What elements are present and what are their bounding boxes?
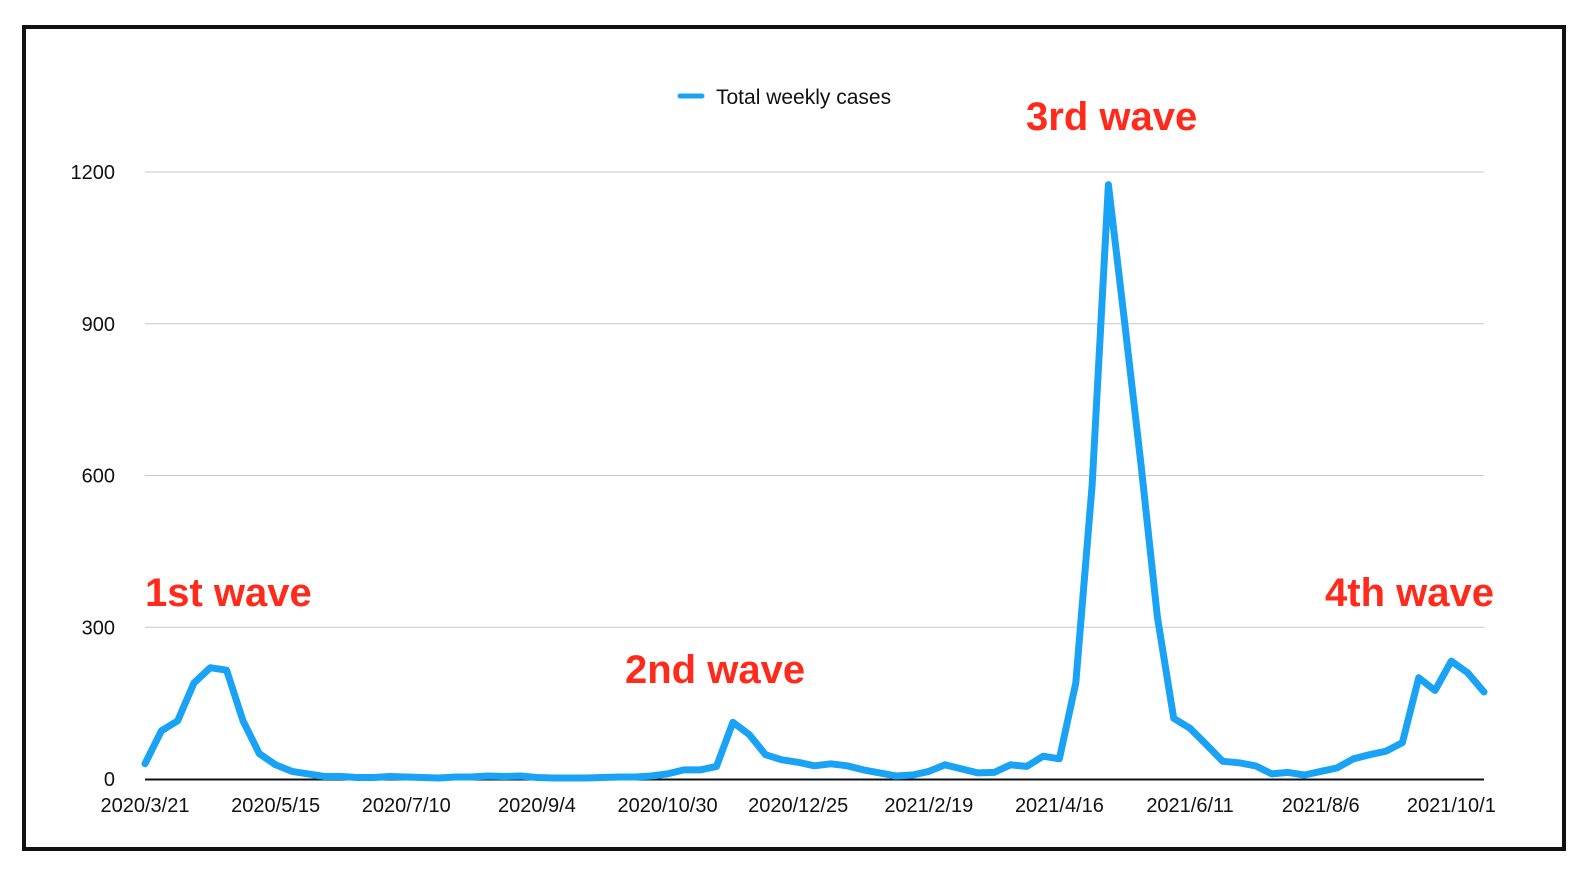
annotation-2nd-wave: 2nd wave	[625, 648, 805, 692]
x-tick-label: 2020/5/15	[231, 795, 320, 817]
x-tick-label: 2020/3/21	[101, 795, 190, 817]
x-tick-label: 2021/10/1	[1407, 795, 1496, 817]
x-tick-label: 2020/10/30	[617, 795, 717, 817]
legend-label: Total weekly cases	[716, 86, 891, 109]
x-tick-label: 2021/8/6	[1282, 795, 1360, 817]
annotation-3rd-wave: 3rd wave	[1026, 95, 1197, 139]
y-axis-ticks: 0 300 600 900 1200	[71, 162, 116, 791]
y-tick-label: 0	[104, 769, 115, 791]
x-tick-label: 2021/6/11	[1146, 795, 1234, 817]
x-tick-label: 2021/2/19	[884, 795, 973, 817]
gridlines	[145, 171, 1484, 628]
y-tick-label: 300	[82, 617, 115, 639]
x-tick-label: 2020/7/10	[362, 795, 451, 817]
legend: Total weekly cases	[677, 86, 891, 109]
y-tick-label: 900	[82, 314, 115, 336]
y-tick-label: 1200	[71, 162, 116, 184]
annotation-1st-wave: 1st wave	[145, 571, 312, 615]
y-tick-label: 600	[82, 466, 115, 488]
annotation-4th-wave: 4th wave	[1325, 571, 1494, 615]
chart-frame	[22, 25, 1566, 851]
x-axis-ticks: 2020/3/21 2020/5/15 2020/7/10 2020/9/4 2020/…	[101, 795, 1496, 817]
x-tick-label: 2020/9/4	[498, 795, 576, 817]
x-tick-label: 2020/12/25	[748, 795, 848, 817]
series-line-total-weekly-cases	[141, 181, 1488, 782]
x-tick-label: 2021/4/16	[1015, 795, 1104, 817]
